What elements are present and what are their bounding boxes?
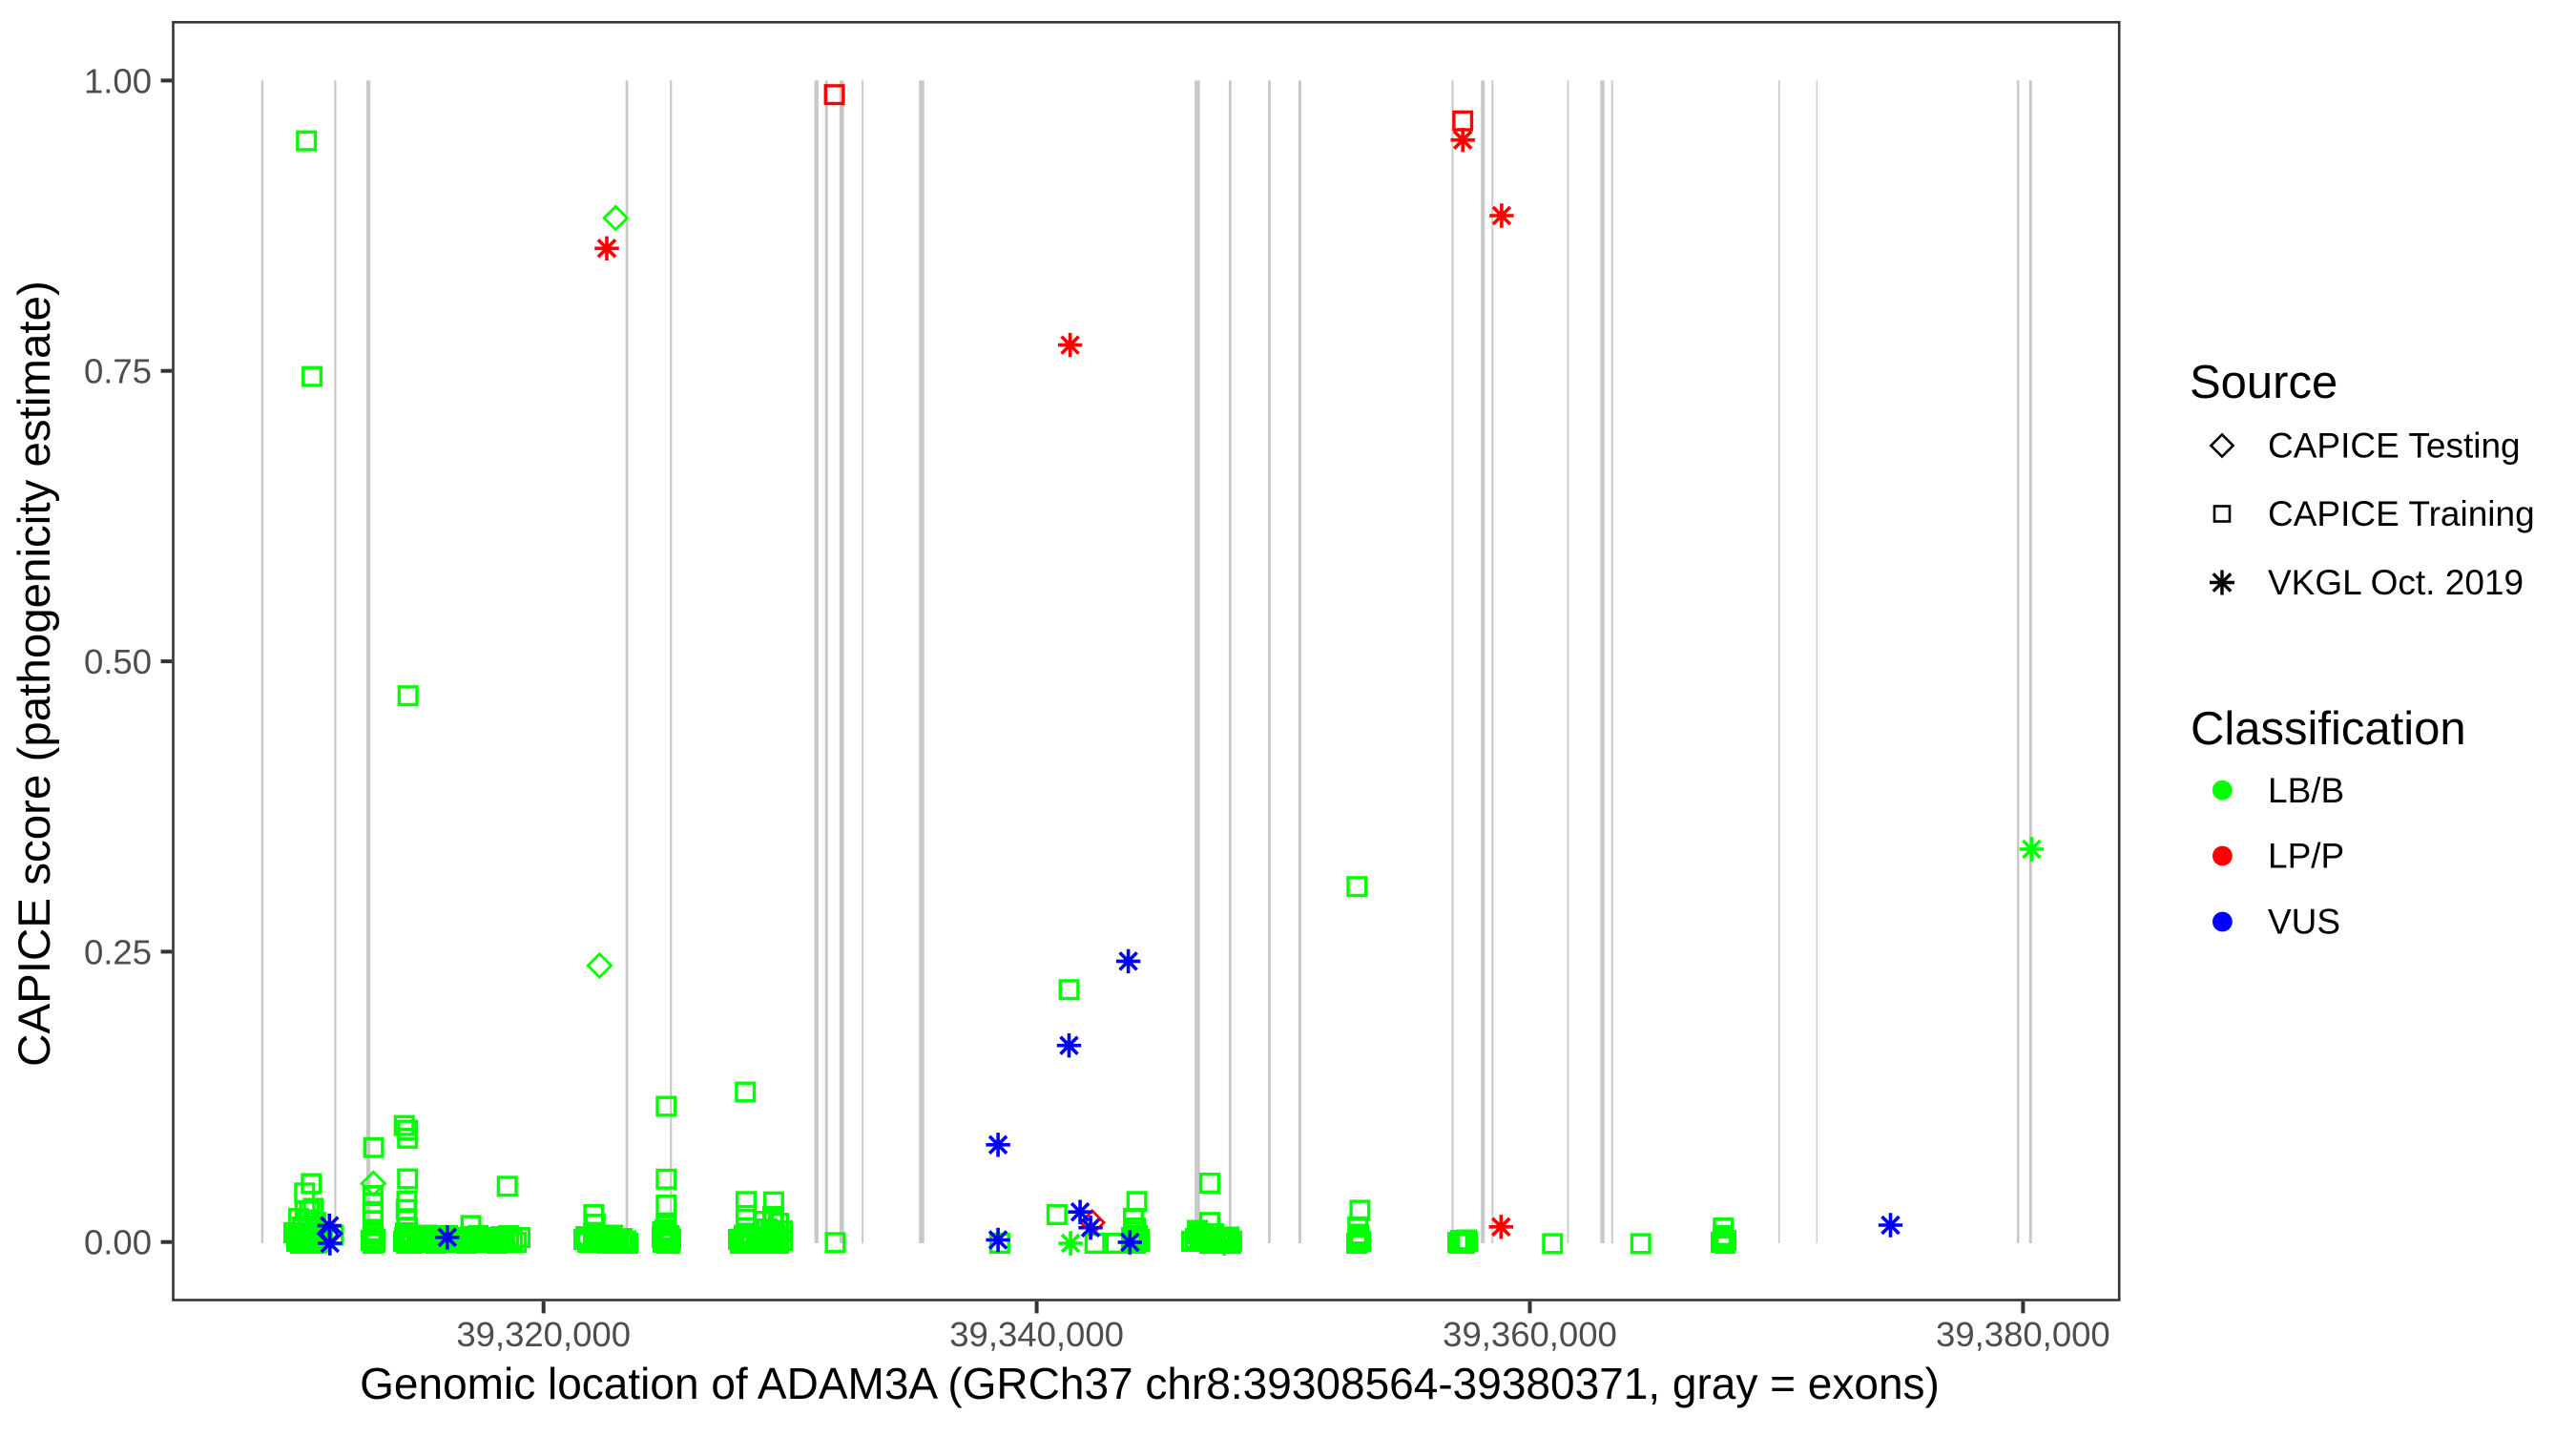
svg-text:Source: Source: [2190, 357, 2337, 408]
svg-text:VUS: VUS: [2268, 903, 2340, 942]
svg-text:LB/B: LB/B: [2268, 771, 2344, 810]
svg-text:39,380,000: 39,380,000: [1936, 1315, 2110, 1354]
svg-text:39,320,000: 39,320,000: [456, 1315, 631, 1354]
svg-text:CAPICE Testing: CAPICE Testing: [2268, 427, 2521, 466]
svg-text:0.00: 0.00: [84, 1223, 152, 1262]
svg-text:CAPICE Training: CAPICE Training: [2268, 494, 2535, 533]
svg-text:0.25: 0.25: [84, 932, 152, 971]
svg-text:Classification: Classification: [2191, 703, 2466, 755]
svg-text:CAPICE score (pathogenicity es: CAPICE score (pathogenicity estimate): [10, 281, 60, 1067]
svg-text:39,360,000: 39,360,000: [1443, 1315, 1617, 1354]
svg-text:1.00: 1.00: [84, 61, 152, 100]
svg-text:LP/P: LP/P: [2268, 837, 2344, 876]
svg-text:Genomic location of ADAM3A (GR: Genomic location of ADAM3A (GRCh37 chr8:…: [360, 1359, 1940, 1408]
svg-text:VKGL Oct. 2019: VKGL Oct. 2019: [2268, 563, 2524, 602]
svg-text:0.50: 0.50: [84, 642, 152, 681]
svg-text:0.75: 0.75: [84, 352, 152, 391]
svg-text:39,340,000: 39,340,000: [949, 1315, 1124, 1354]
